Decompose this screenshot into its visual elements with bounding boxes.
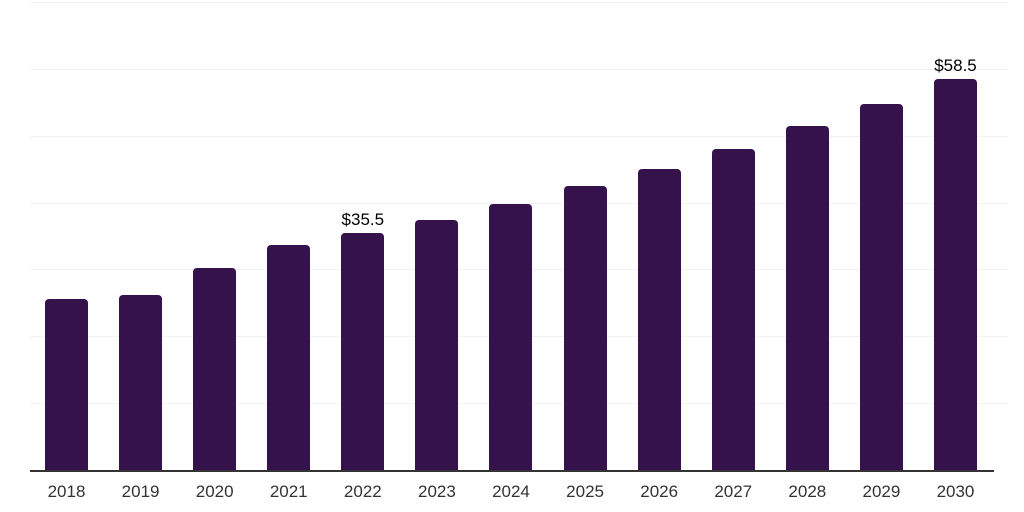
bar-2029[interactable] [859, 104, 903, 470]
x-axis-label-2022: 2022 [343, 482, 382, 501]
x-axis-label-2021: 2021 [269, 482, 308, 501]
bar-2018[interactable] [45, 298, 88, 470]
x-axis-label-2029: 2029 [862, 482, 901, 501]
gridline-y-40 [30, 202, 1008, 204]
bar-2021[interactable] [267, 244, 311, 470]
bar-2026[interactable] [637, 169, 681, 470]
bar-2025[interactable] [563, 185, 607, 470]
bar-2023[interactable] [415, 219, 459, 470]
x-axis-label-2020: 2020 [195, 482, 234, 501]
x-axis-label-2018: 2018 [47, 482, 86, 501]
gridline-y-70 [30, 2, 1008, 3]
gridline-y-50 [30, 135, 1008, 137]
bar-2019[interactable] [119, 294, 163, 470]
bar-value-label-2022: $35.5 [341, 209, 385, 229]
x-axis-label-2024: 2024 [492, 482, 530, 501]
x-axis-label-2019: 2019 [121, 482, 160, 501]
x-axis-label-2023: 2023 [417, 482, 456, 501]
x-axis-label-2027: 2027 [714, 482, 753, 501]
bar-2020[interactable] [193, 268, 237, 470]
bar-2028[interactable] [785, 125, 829, 470]
bar-value-label-2030: $58.5 [934, 55, 977, 75]
x-axis-label-2026: 2026 [640, 482, 679, 501]
gridline-y-60 [30, 68, 1008, 70]
x-axis-label-2028: 2028 [788, 482, 827, 501]
x-axis-line [30, 470, 994, 472]
bar-2027[interactable] [711, 149, 755, 470]
bar-2024[interactable] [489, 203, 533, 470]
x-axis-label-2025: 2025 [566, 482, 604, 501]
bar-2030[interactable] [933, 78, 977, 470]
x-axis-label-2030: 2030 [936, 482, 975, 501]
bar-2022[interactable] [341, 232, 385, 470]
